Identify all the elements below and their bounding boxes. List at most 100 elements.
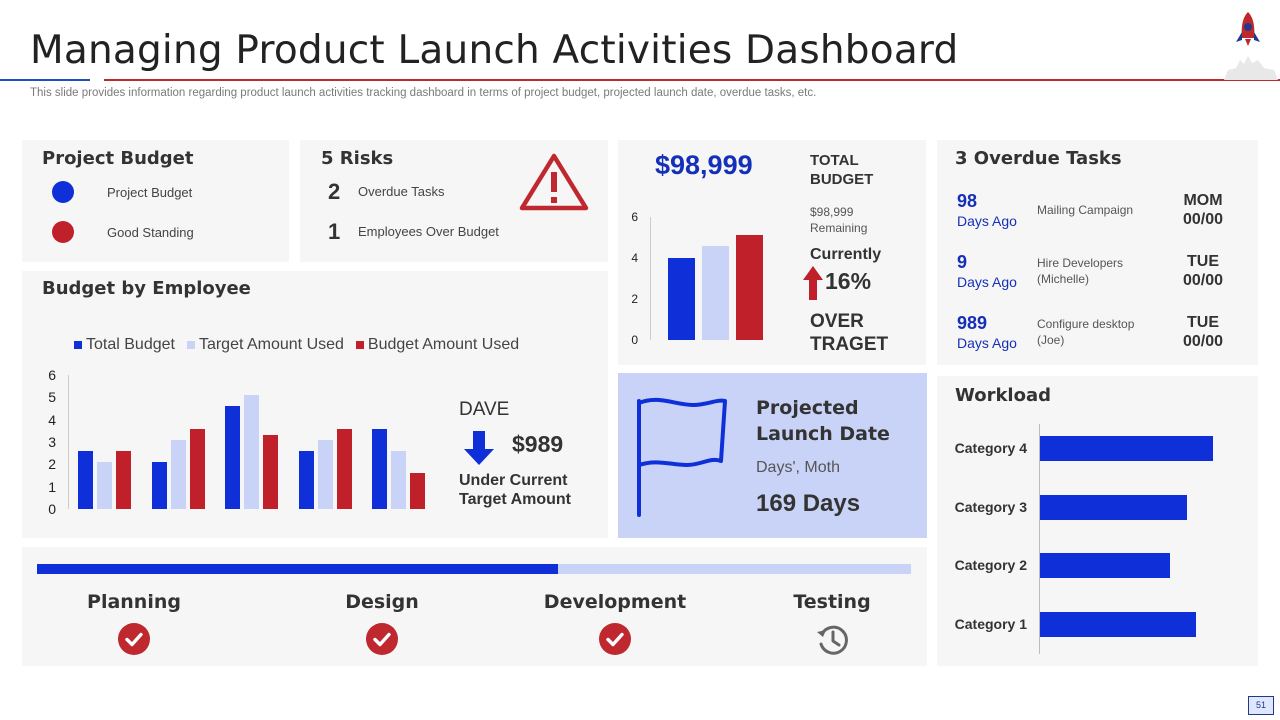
overdue-tasks-count: 2 bbox=[328, 179, 341, 204]
y-tick-label: 4 bbox=[631, 251, 638, 265]
y-tick-label: 0 bbox=[631, 333, 638, 347]
total-budget-bar bbox=[702, 245, 729, 340]
legend-item: Target Amount Used bbox=[186, 336, 344, 354]
currently-label: Currently bbox=[810, 246, 882, 263]
total-budget-label: TOTAL BUDGET bbox=[810, 152, 874, 188]
workload-category-label: Category 2 bbox=[954, 557, 1027, 573]
over-target-percent: 16% bbox=[825, 268, 872, 294]
employee-budget-bar bbox=[317, 439, 333, 509]
budget-by-employee-chart: 0 1 2 3 4 5 6 bbox=[22, 366, 442, 526]
legend-swatch bbox=[355, 341, 364, 349]
y-tick-label: 6 bbox=[48, 367, 56, 383]
clock-history-icon bbox=[817, 625, 848, 655]
workload-axis bbox=[1039, 424, 1040, 654]
y-tick-label: 1 bbox=[48, 478, 56, 495]
page-title: Managing Product Launch Activities Dashb… bbox=[30, 28, 959, 73]
warning-icon bbox=[519, 153, 589, 211]
y-axis bbox=[650, 217, 651, 340]
workload-category-label: Category 3 bbox=[954, 498, 1027, 515]
overdue-item-2-days-label: Days Ago bbox=[957, 274, 1017, 290]
workload-category-label: Category 1 bbox=[954, 615, 1027, 632]
overdue-item-1-days-num: 98 bbox=[957, 191, 978, 211]
y-tick-label: 2 bbox=[631, 292, 638, 306]
overdue-item-1-date: MOM 00/00 bbox=[1182, 192, 1224, 228]
title-underline-blue bbox=[0, 79, 90, 81]
workload-bar bbox=[1040, 494, 1187, 520]
employee-budget-bar bbox=[391, 450, 406, 509]
employee-name: DAVE bbox=[459, 399, 510, 420]
legend-item: Total Budget bbox=[74, 336, 175, 354]
stage-progress-track bbox=[37, 564, 911, 574]
employee-caption: Under Current Target Amount bbox=[459, 472, 571, 508]
overdue-item-2-days-num: 9 bbox=[957, 252, 968, 272]
y-axis bbox=[68, 375, 69, 509]
y-tick-label: 2 bbox=[48, 456, 56, 473]
employee-budget-bar bbox=[336, 428, 352, 509]
workload-title: Workload bbox=[955, 385, 1051, 406]
employees-over-budget-label: Employees Over Budget bbox=[358, 224, 499, 239]
employee-budget-bar bbox=[263, 435, 278, 509]
project-budget-dot bbox=[52, 181, 74, 203]
legend-swatch bbox=[186, 341, 195, 349]
total-budget-card: $98,999 TOTAL BUDGET $98,999 Remaining C… bbox=[618, 140, 926, 365]
checkmark-icon bbox=[599, 623, 631, 655]
legend-label: Budget Amount Used bbox=[367, 336, 520, 353]
workload-category-label: Category 4 bbox=[954, 440, 1027, 456]
project-stages-card: Planning Design Development Testing bbox=[22, 547, 927, 666]
stage-planning-label: Planning bbox=[87, 591, 181, 613]
legend-label: Target Amount Used bbox=[198, 336, 344, 353]
employee-budget-bar bbox=[151, 462, 167, 509]
employee-budget-bar bbox=[116, 450, 131, 509]
total-budget-mini-chart: 0 2 4 6 bbox=[618, 200, 798, 350]
workload-bar bbox=[1040, 436, 1213, 461]
good-standing-dot bbox=[52, 221, 74, 243]
checkmark-icon bbox=[366, 623, 398, 655]
employee-budget-bar bbox=[170, 439, 186, 509]
overdue-item-2-date: TUE 00/00 bbox=[1182, 253, 1224, 289]
title-underline-red bbox=[104, 79, 1280, 81]
budget-by-employee-card: Budget by Employee Total Budget Target Am… bbox=[22, 271, 608, 538]
overdue-item-1-task: Mailing Campaign bbox=[1037, 203, 1134, 217]
project-budget-card: Project Budget Project Budget Good Stand… bbox=[22, 140, 289, 262]
overdue-item-3-days-num: 989 bbox=[957, 313, 988, 333]
employee-budget-bar bbox=[244, 395, 259, 509]
checkmark-icon bbox=[118, 623, 150, 655]
overdue-tasks-title: 3 Overdue Tasks bbox=[955, 148, 1122, 169]
rocket-icon bbox=[1224, 12, 1278, 80]
workload-bar bbox=[1040, 611, 1197, 637]
legend-item: Budget Amount Used bbox=[355, 336, 520, 354]
y-tick-label: 6 bbox=[631, 210, 638, 224]
employee-budget-bar bbox=[225, 406, 240, 509]
workload-bar bbox=[1040, 553, 1171, 578]
legend-label: Total Budget bbox=[86, 336, 175, 353]
risks-card: 5 Risks 2 Overdue Tasks 1 Employees Over… bbox=[300, 140, 608, 262]
arrow-down-icon bbox=[464, 431, 494, 465]
launch-date-card: Projected Launch Date Days', Moth 169 Da… bbox=[618, 373, 927, 538]
employee-budget-bar bbox=[97, 462, 112, 509]
total-budget-amount: $98,999 bbox=[655, 150, 753, 180]
employee-budget-bar bbox=[78, 450, 93, 509]
employee-budget-bar bbox=[410, 473, 425, 509]
page-subtitle: This slide provides information regardin… bbox=[30, 87, 817, 99]
total-budget-bar bbox=[736, 235, 763, 340]
employee-budget-bar bbox=[189, 428, 205, 509]
overdue-tasks-label: Overdue Tasks bbox=[358, 184, 445, 199]
remaining-value: $98,999 bbox=[810, 205, 854, 219]
workload-card: Workload Category 4 Category 3 Category 2 C… bbox=[937, 376, 1258, 666]
y-tick-label: 0 bbox=[48, 501, 56, 517]
overdue-item-3-days-label: Days Ago bbox=[957, 335, 1017, 351]
flag-icon bbox=[637, 397, 727, 517]
y-tick-label: 5 bbox=[48, 389, 56, 406]
y-tick-label: 4 bbox=[48, 411, 56, 428]
good-standing-legend-label: Good Standing bbox=[107, 225, 194, 240]
over-target-label: OVER TRAGET bbox=[810, 311, 889, 355]
page-number: 51 bbox=[1248, 696, 1274, 715]
risks-title: 5 Risks bbox=[321, 148, 394, 169]
remaining-label: Remaining bbox=[810, 221, 868, 235]
budget-by-employee-title: Budget by Employee bbox=[42, 278, 251, 299]
overdue-item-3-date: TUE 00/00 bbox=[1182, 314, 1224, 350]
arrow-up-icon bbox=[803, 266, 823, 300]
stage-progress-fill bbox=[37, 564, 558, 574]
project-budget-title: Project Budget bbox=[42, 148, 194, 169]
stage-development-label: Development bbox=[543, 591, 687, 613]
